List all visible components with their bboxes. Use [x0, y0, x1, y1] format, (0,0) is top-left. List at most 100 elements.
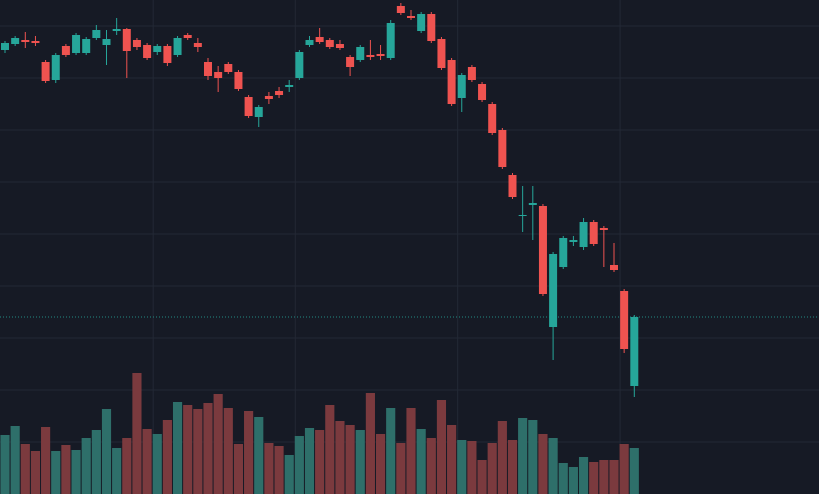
volume-bar	[0, 435, 10, 494]
candle-body	[1, 43, 9, 50]
candle-body	[396, 6, 405, 13]
volume-bar	[91, 430, 101, 494]
volume-bar	[436, 400, 447, 494]
volume-bar	[396, 443, 406, 494]
volume-bar	[274, 446, 284, 494]
volume-bar	[193, 409, 203, 494]
volume-bar	[132, 373, 142, 494]
volume-bar	[487, 443, 497, 494]
candle-body	[335, 44, 344, 48]
candle-body	[386, 23, 395, 58]
volume-bar	[568, 467, 578, 494]
candle-body	[193, 43, 202, 47]
volume-bar	[507, 440, 518, 494]
candle-body	[498, 130, 507, 167]
volume-bar	[71, 450, 81, 494]
candle-body	[457, 75, 466, 98]
volume-bar	[578, 457, 589, 494]
volume-bar	[467, 441, 477, 494]
candle-body	[295, 52, 304, 78]
volume-bar	[51, 451, 61, 494]
volume-bar	[172, 402, 183, 494]
volume-bar	[355, 430, 365, 494]
volume-bar	[284, 455, 294, 494]
candle-body	[356, 47, 365, 60]
candle-body	[417, 14, 426, 31]
candle-body	[122, 29, 131, 51]
candle-body	[112, 29, 121, 31]
volume-bar	[10, 426, 20, 494]
candle-body	[61, 46, 70, 55]
candle-body	[315, 37, 324, 42]
candle-body	[538, 206, 547, 294]
candle-body	[467, 67, 476, 80]
volume-bar	[254, 417, 264, 494]
candle-body	[427, 14, 436, 41]
candle-body	[173, 38, 182, 55]
candle-body	[204, 62, 212, 76]
candle-body	[92, 30, 101, 38]
volume-bar	[152, 434, 162, 494]
volume-bar	[365, 393, 375, 494]
volume-bar	[41, 427, 51, 494]
candle-body	[579, 222, 588, 247]
candle-body	[447, 60, 456, 104]
candle-body	[264, 96, 273, 99]
candle-body	[224, 64, 233, 72]
volume-bar	[223, 408, 233, 494]
candle-body	[376, 54, 385, 56]
candle-body	[508, 175, 517, 197]
volume-bar	[101, 409, 112, 494]
candle-body	[102, 39, 111, 45]
candle-body	[214, 72, 223, 78]
candle-body	[285, 85, 294, 87]
candle-body	[72, 35, 81, 53]
volume-bar	[538, 434, 548, 494]
candle-body	[346, 57, 355, 67]
candle-body	[254, 107, 263, 117]
volume-bar	[619, 444, 629, 494]
candle-body	[31, 41, 40, 43]
volume-bar	[406, 408, 416, 494]
volume-bar	[142, 429, 152, 494]
volume-bar	[416, 429, 426, 494]
volume-bar	[244, 411, 254, 494]
candle-body	[528, 203, 537, 205]
candle-body	[21, 40, 30, 42]
candle-body	[559, 238, 568, 267]
candle-body	[244, 97, 253, 116]
candle-body	[630, 317, 639, 386]
volume-bar	[528, 420, 538, 494]
candle-body	[305, 40, 314, 45]
volume-bar	[447, 425, 457, 494]
candle-body	[11, 38, 20, 44]
volume-bar	[375, 434, 386, 494]
candle-body	[143, 45, 152, 58]
volume-bar	[162, 420, 172, 494]
volume-bar	[61, 445, 71, 494]
candle-body	[163, 46, 172, 63]
candle-body	[549, 254, 558, 327]
candle-body	[183, 35, 192, 38]
candle-body	[589, 222, 598, 244]
volume-bar	[548, 438, 558, 494]
candle-body	[153, 46, 162, 52]
candle-body	[275, 91, 284, 95]
candle-body	[437, 39, 446, 68]
volume-bar	[183, 405, 193, 494]
candle-body	[610, 265, 618, 270]
candle-body	[478, 84, 487, 100]
volume-bar	[294, 436, 304, 494]
volume-bar	[629, 448, 639, 494]
candle-body	[132, 40, 141, 47]
candle-body	[366, 55, 375, 57]
volume-bar	[335, 421, 345, 494]
volume-bar	[477, 460, 487, 494]
volume-bar	[213, 394, 223, 494]
volume-bar	[426, 438, 436, 494]
candle-body	[407, 16, 415, 18]
volume-bar	[122, 438, 132, 494]
candle-body	[569, 240, 578, 242]
